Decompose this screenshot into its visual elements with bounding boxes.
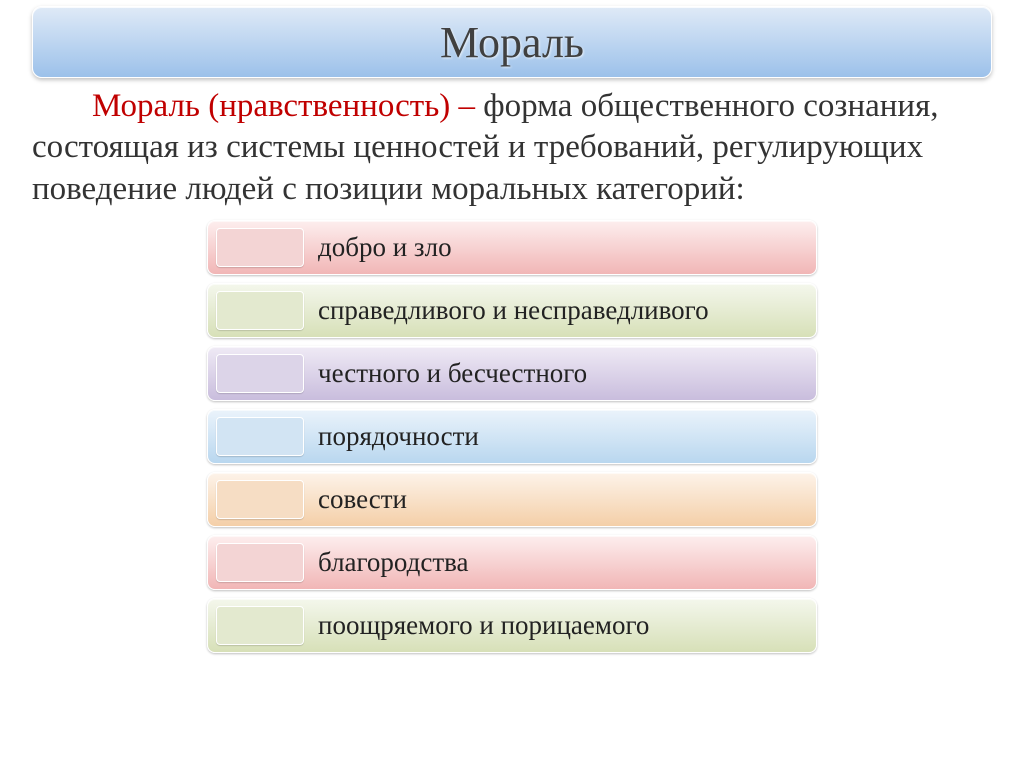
item-swatch bbox=[216, 480, 304, 519]
category-item: порядочности bbox=[207, 409, 817, 464]
item-label: справедливого и несправедливого bbox=[318, 295, 709, 326]
slide-title: Мораль bbox=[440, 17, 584, 68]
item-swatch bbox=[216, 543, 304, 582]
item-swatch bbox=[216, 606, 304, 645]
title-box: Мораль bbox=[32, 6, 992, 78]
category-item: поощряемого и порицаемого bbox=[207, 598, 817, 653]
item-label: совести bbox=[318, 484, 407, 515]
item-label: порядочности bbox=[318, 421, 479, 452]
category-item: справедливого и несправедливого bbox=[207, 283, 817, 338]
category-item: честного и бесчестного bbox=[207, 346, 817, 401]
item-swatch bbox=[216, 228, 304, 267]
item-label: поощряемого и порицаемого bbox=[318, 610, 649, 641]
definition-paragraph: Мораль (нравственность) – форма обществе… bbox=[32, 86, 992, 210]
slide: Мораль Мораль (нравственность) – форма о… bbox=[0, 6, 1024, 767]
category-list: добро и зло справедливого и несправедливо… bbox=[207, 220, 817, 653]
item-swatch bbox=[216, 354, 304, 393]
item-label: благородства bbox=[318, 547, 469, 578]
category-item: добро и зло bbox=[207, 220, 817, 275]
item-label: честного и бесчестного bbox=[318, 358, 587, 389]
definition-term: Мораль (нравственность) – bbox=[92, 88, 483, 124]
item-label: добро и зло bbox=[318, 232, 452, 263]
item-swatch bbox=[216, 417, 304, 456]
category-item: совести bbox=[207, 472, 817, 527]
item-swatch bbox=[216, 291, 304, 330]
category-item: благородства bbox=[207, 535, 817, 590]
